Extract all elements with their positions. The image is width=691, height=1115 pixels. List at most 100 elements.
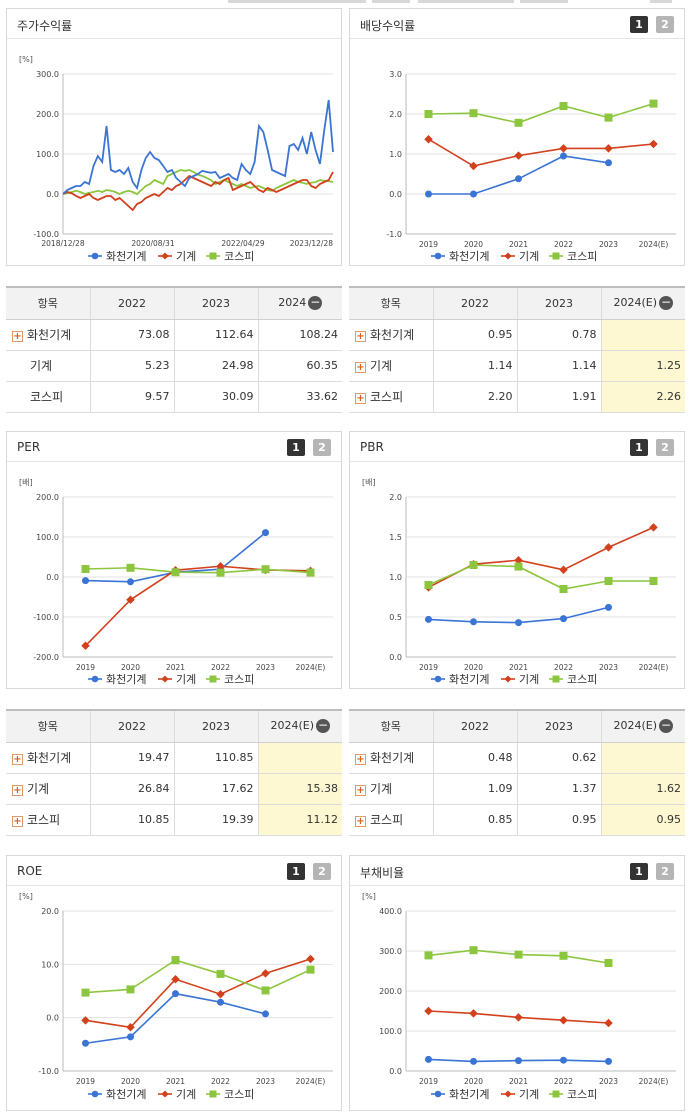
expand-plus-icon[interactable]: + xyxy=(355,361,366,373)
unit-label: [배] xyxy=(362,478,376,487)
y-tick-label: 200.0 xyxy=(36,110,59,119)
page-2-button[interactable]: 2 xyxy=(656,439,674,456)
y-tick-label: 100.0 xyxy=(36,150,59,159)
table-row: + 기계 1.09 1.37 1.62 xyxy=(349,773,685,805)
header-label: 2022 xyxy=(118,296,146,310)
value-cell: 1.14 xyxy=(432,350,517,382)
expand-plus-icon[interactable]: + xyxy=(355,784,366,796)
x-tick-label: 2023 xyxy=(599,240,618,249)
expand-plus-icon[interactable]: + xyxy=(355,815,366,827)
data-point xyxy=(216,989,225,999)
legend-label: 코스피 xyxy=(224,673,254,686)
data-point xyxy=(306,965,315,974)
legend-marker xyxy=(209,252,217,260)
data-point xyxy=(82,577,89,585)
legend-label: 기계 xyxy=(519,673,539,686)
x-tick-label: 2020 xyxy=(464,663,483,672)
header-label: 항목 xyxy=(380,720,401,734)
panel-title: 주가수익률 xyxy=(17,19,73,33)
x-tick-label: 2024(E) xyxy=(296,663,326,672)
row-label-cell: + 화천기계 xyxy=(349,319,433,351)
value-cell: 110.85 xyxy=(173,742,258,774)
value-cell: 24.98 xyxy=(173,350,258,382)
expand-plus-icon[interactable]: + xyxy=(355,392,366,404)
value-cell: 1.62 xyxy=(600,773,685,805)
data-point xyxy=(605,1057,612,1065)
expand-plus-icon[interactable]: + xyxy=(355,753,366,765)
row-label: 기계 xyxy=(370,782,393,796)
expand-plus-icon[interactable]: + xyxy=(12,330,23,342)
page-2-button[interactable]: 2 xyxy=(656,16,674,33)
data-point xyxy=(605,159,612,167)
x-tick-label: 2019 xyxy=(76,663,95,672)
data-point xyxy=(217,998,224,1006)
data-point xyxy=(262,1010,269,1018)
legend-marker xyxy=(91,1090,99,1098)
per-data-table: 항목 2022 2023 2024(E) − + 화천기계 19.47 110.85 + 기계 26.… xyxy=(6,709,342,836)
x-tick-label: 2021 xyxy=(509,240,528,249)
y-tick-label: -200.0 xyxy=(33,653,59,662)
header-label: 2022 xyxy=(461,719,489,733)
data-point xyxy=(514,950,523,959)
legend-marker xyxy=(434,252,442,260)
value-cell: 30.09 xyxy=(173,381,258,413)
data-point xyxy=(470,1057,477,1065)
column-header-item: 항목 xyxy=(6,286,90,320)
expand-plus-icon[interactable]: + xyxy=(355,330,366,342)
page-1-button[interactable]: 1 xyxy=(287,863,305,880)
dividend-yield-chart: 3.0 2.0 1.0 0.0 -1.0 2019 2020 2021 2022 2023 2024… xyxy=(386,70,676,263)
expand-plus-icon[interactable]: + xyxy=(12,784,23,796)
row-label-cell: + 기계 xyxy=(6,773,90,805)
data-point xyxy=(604,543,613,552)
data-point xyxy=(82,1039,89,1047)
data-point xyxy=(216,568,225,577)
header-label: 2023 xyxy=(545,719,573,733)
x-tick-label: 2021 xyxy=(166,1077,185,1086)
data-point xyxy=(469,161,478,171)
expand-plus-icon[interactable]: + xyxy=(12,815,23,827)
series-line xyxy=(428,155,609,195)
data-point xyxy=(126,563,135,572)
y-tick-label: 0.0 xyxy=(389,1067,402,1076)
page-2-button[interactable]: 2 xyxy=(313,439,331,456)
page-2-button[interactable]: 2 xyxy=(656,863,674,880)
y-tick-label: 200.0 xyxy=(36,493,59,502)
pbr-table: 항목 2022 2023 2024(E) − + 화천기계 0.48 0.62 + 기계 1.09 1.… xyxy=(349,709,685,836)
value-cell: 1.91 xyxy=(516,381,601,413)
x-tick-label: 2020/08/31 xyxy=(131,239,174,248)
per-chart: [배]200.0 100.0 0.0 -100.0 -200.0 2019 2020 2021… xyxy=(19,478,333,686)
x-tick-label: 2018/12/28 xyxy=(41,239,84,248)
table-row: + 기계 26.84 17.62 15.38 xyxy=(6,773,342,805)
collapse-minus-icon[interactable]: − xyxy=(308,295,323,311)
row-label: 기계 xyxy=(370,359,393,373)
y-tick-label: -100.0 xyxy=(33,613,59,622)
legend-label: 코스피 xyxy=(224,250,254,263)
page-2-button[interactable]: 2 xyxy=(313,863,331,880)
collapse-minus-icon[interactable]: − xyxy=(659,295,674,311)
page-1-button[interactable]: 1 xyxy=(630,16,648,33)
header-label: 항목 xyxy=(37,720,58,734)
row-label: 코스피 xyxy=(370,813,404,827)
x-tick-label: 2023 xyxy=(256,1077,275,1086)
value-cell: 0.48 xyxy=(432,742,517,774)
collapse-minus-icon[interactable]: − xyxy=(659,718,674,734)
column-header-year: 2024(E) − xyxy=(600,709,685,743)
data-point xyxy=(559,102,568,110)
header-label: 2023 xyxy=(545,296,573,310)
header-label: 2024 xyxy=(278,296,307,310)
page-1-button[interactable]: 1 xyxy=(630,863,648,880)
value-cell: 10.85 xyxy=(89,804,174,836)
x-tick-label: 2024(E) xyxy=(296,1077,326,1086)
x-tick-label: 2020 xyxy=(464,240,483,249)
page-1-button[interactable]: 1 xyxy=(287,439,305,456)
y-tick-label: 1.5 xyxy=(389,533,402,542)
x-tick-label: 2024(E) xyxy=(639,1077,669,1086)
value-cell: 1.25 xyxy=(600,350,685,382)
series-line xyxy=(85,958,311,1029)
table-row: + 코스피 0.85 0.95 0.95 xyxy=(349,804,685,836)
legend-label: 화천기계 xyxy=(106,1087,146,1101)
collapse-minus-icon[interactable]: − xyxy=(316,718,331,734)
page-1-button[interactable]: 1 xyxy=(630,439,648,456)
series-line xyxy=(85,566,311,574)
expand-plus-icon[interactable]: + xyxy=(12,753,23,765)
